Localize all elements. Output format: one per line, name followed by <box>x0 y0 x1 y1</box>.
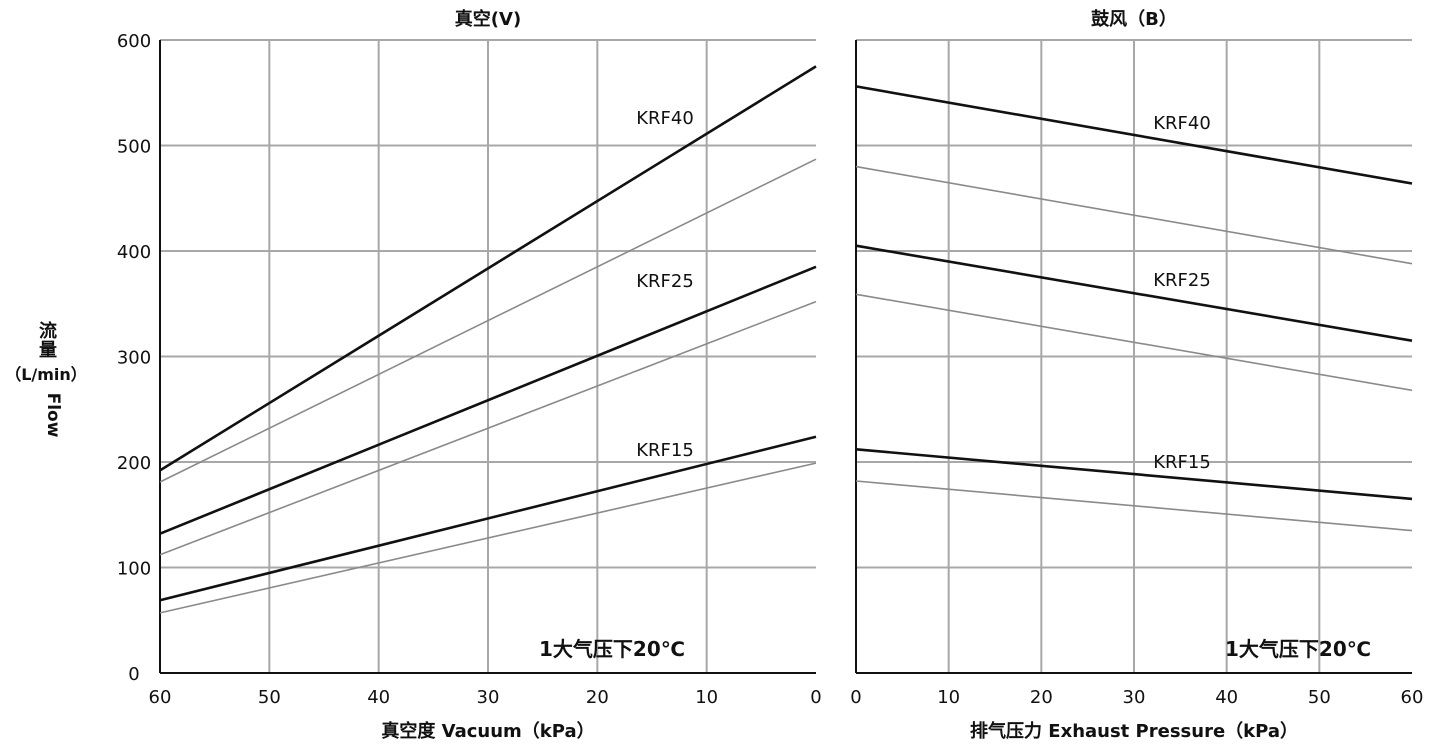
series-line-secondary-1 <box>159 158 817 483</box>
y-tick-label: 300 <box>117 348 151 369</box>
x-tick-label: 60 <box>149 687 172 708</box>
x-tick-label: 10 <box>695 687 718 708</box>
y-tick-label: 200 <box>117 453 151 474</box>
y-tick-label: 100 <box>117 559 151 580</box>
series-line-secondary-1 <box>855 165 1413 265</box>
series-line-krf25 <box>855 244 1413 342</box>
y-tick-label: 400 <box>117 242 151 263</box>
series-label-krf15: KRF15 <box>636 440 694 461</box>
y-tick-label: 600 <box>117 31 151 52</box>
x-tick-label: 0 <box>810 687 821 708</box>
series-line-secondary-3 <box>159 300 817 556</box>
x-tick-label: 30 <box>1123 687 1146 708</box>
x-tick-label: 60 <box>1401 687 1424 708</box>
x-axis-label: 排气压力 Exhaust Pressure（kPa） <box>970 720 1298 742</box>
y-axis-label-line: 量 <box>39 339 57 361</box>
series-label-krf40: KRF40 <box>1153 113 1211 134</box>
y-axis-label-line: 流 <box>39 320 57 342</box>
series-line-krf25 <box>159 265 817 535</box>
x-tick-label: 40 <box>367 687 390 708</box>
y-axis-label-line: （L/min） <box>5 365 87 384</box>
series-label-krf40: KRF40 <box>636 108 694 129</box>
y-tick-label: 0 <box>128 664 139 685</box>
series-label-krf25: KRF25 <box>636 271 694 292</box>
x-tick-label: 10 <box>937 687 960 708</box>
x-tick-label: 40 <box>1215 687 1238 708</box>
series-line-krf15 <box>855 448 1413 501</box>
x-tick-label: 20 <box>586 687 609 708</box>
panel-title: 真空(V) <box>455 8 521 30</box>
series-line-secondary-5 <box>855 480 1413 532</box>
condition-annotation: 1大气压下20℃ <box>1225 637 1371 661</box>
series-line-krf15 <box>159 435 817 602</box>
series-line-secondary-3 <box>855 293 1413 392</box>
x-tick-label: 0 <box>850 687 861 708</box>
x-tick-label: 50 <box>258 687 281 708</box>
series-line-krf40 <box>855 85 1413 185</box>
x-tick-label: 20 <box>1030 687 1053 708</box>
series-label-krf15: KRF15 <box>1153 452 1211 473</box>
series-line-secondary-5 <box>159 462 817 614</box>
x-tick-label: 30 <box>477 687 500 708</box>
x-tick-label: 50 <box>1308 687 1331 708</box>
y-tick-label: 500 <box>117 137 151 158</box>
series-line-krf40 <box>159 65 817 472</box>
condition-annotation: 1大气压下20℃ <box>539 637 685 661</box>
x-axis-label: 真空度 Vacuum（kPa） <box>381 720 594 742</box>
y-axis-label-en: Flow <box>43 393 63 438</box>
series-label-krf25: KRF25 <box>1153 270 1211 291</box>
panel-title: 鼓风（B） <box>1091 8 1177 30</box>
